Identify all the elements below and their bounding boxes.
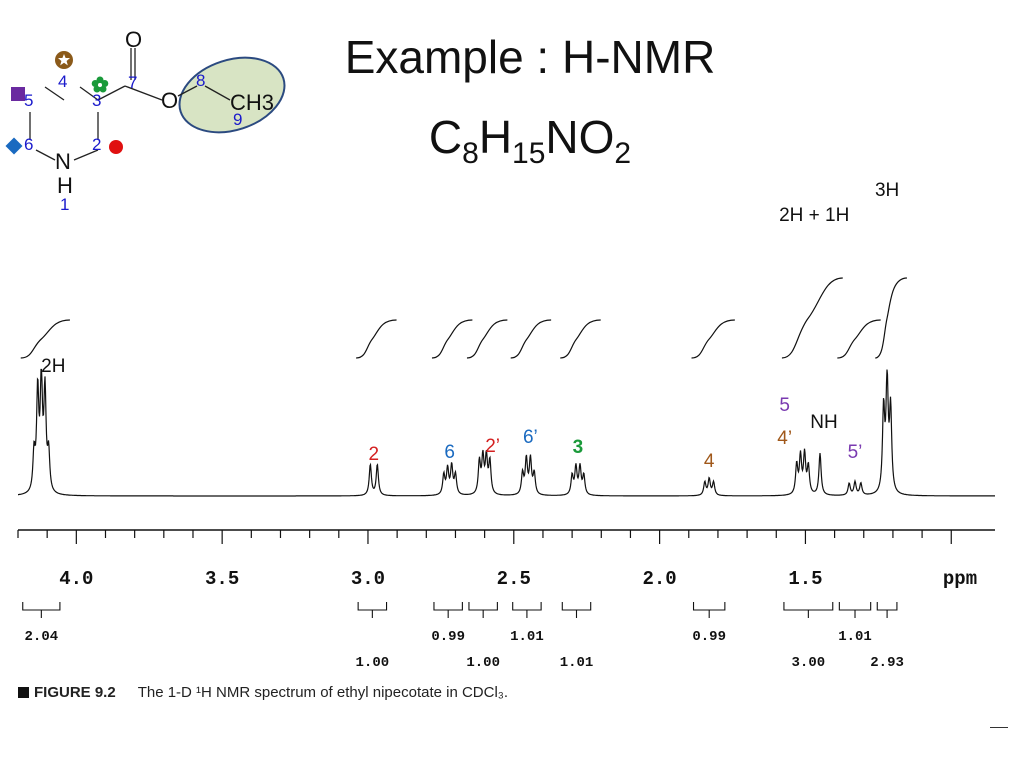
- integral-step: [466, 319, 508, 359]
- square-icon: [11, 87, 25, 101]
- tick-label: 4.0: [59, 568, 93, 590]
- formula-part: H: [478, 111, 513, 163]
- dot-icon: [109, 140, 123, 154]
- peak-label: 2: [369, 444, 380, 465]
- integral-step: [837, 319, 881, 359]
- integral-step: [781, 277, 843, 359]
- integral-step: [510, 319, 552, 359]
- caption-square-icon: [18, 687, 29, 698]
- number-6: 6: [24, 135, 33, 154]
- peak-label: 5’: [848, 442, 863, 463]
- integration-bracket: [468, 602, 498, 611]
- tick-label: 1.5: [788, 568, 822, 590]
- integration-bracket: [783, 602, 834, 611]
- integral-step: [431, 319, 473, 359]
- tick-label: 2.5: [497, 568, 531, 590]
- peak-label: 4’: [777, 428, 792, 449]
- methyl-highlight-ellipse: [178, 56, 286, 134]
- tick-label: 3.5: [205, 568, 239, 590]
- integration-bracket: [876, 602, 898, 611]
- star-icon: [55, 51, 73, 69]
- number-3: 3: [92, 91, 101, 110]
- peak-labels: 2H 2 6 2’ 6’ 3 4 5 4’ NH 5’ 2H + 1H 3H: [41, 180, 899, 472]
- slide-title: Example : H-NMR: [344, 31, 716, 83]
- integration-value: 2.93: [870, 655, 904, 671]
- peak-label: 6’: [523, 427, 538, 448]
- formula-part: C: [428, 111, 463, 163]
- integration-bracket: [433, 602, 463, 611]
- x-axis-label: ppm: [943, 568, 977, 590]
- caption-figure-number: FIGURE 9.2: [34, 684, 116, 701]
- x-axis: 4.0 3.5 3.0 2.5 2.0 1.5 ppm: [17, 529, 995, 590]
- atom-n: N: [55, 149, 71, 174]
- integration-values: 2.041.000.991.001.011.010.993.001.012.93: [22, 602, 904, 671]
- integration-value: 1.01: [510, 629, 544, 645]
- peak-label: 3: [573, 437, 584, 458]
- integration-bracket: [512, 602, 542, 611]
- number-7: 7: [128, 73, 137, 92]
- integration-value: 1.01: [838, 629, 872, 645]
- position-markers: [5, 51, 123, 155]
- figure-caption: FIGURE 9.2 The 1-D ¹H NMR spectrum of eth…: [18, 684, 508, 701]
- flower-icon: [91, 76, 109, 93]
- integral-step: [560, 319, 601, 359]
- number-5: 5: [24, 91, 33, 110]
- integral-step: [20, 319, 70, 359]
- molecule-atoms: O O N H CH3: [55, 27, 274, 198]
- atom-o-ester: O: [161, 88, 178, 113]
- number-1: 1: [60, 195, 69, 214]
- integration-bracket: [561, 602, 592, 611]
- peak-label: NH: [810, 412, 837, 433]
- integration-value: 1.00: [356, 655, 390, 671]
- integration-bracket: [22, 602, 61, 611]
- tick-label: 2.0: [643, 568, 677, 590]
- atom-numbers: 1 2 3 4 5 6 7 8 9: [24, 71, 242, 214]
- number-9: 9: [233, 110, 242, 129]
- integration-bracket: [357, 602, 388, 611]
- molecule-bonds: [29, 48, 231, 161]
- number-2: 2: [92, 135, 101, 154]
- atom-o-carbonyl: O: [125, 27, 142, 52]
- peak-label: 6: [444, 442, 455, 463]
- number-8: 8: [196, 71, 205, 90]
- caption-text: The 1-D ¹H NMR spectrum of ethyl nipecot…: [137, 684, 509, 701]
- integration-value: 2.04: [25, 629, 59, 645]
- integration-value: 0.99: [692, 629, 726, 645]
- formula-part: 2: [614, 137, 632, 170]
- peak-label: 3H: [875, 180, 899, 201]
- peak-label: 2H: [41, 356, 65, 377]
- integral-step: [356, 319, 397, 359]
- atom-nh-h: H: [57, 173, 73, 198]
- number-4: 4: [58, 72, 67, 91]
- spectrum-line: [18, 368, 995, 497]
- formula-part: 8: [462, 137, 479, 170]
- peak-label: 4: [704, 451, 715, 472]
- integral-curves: [20, 277, 908, 359]
- peak-label: 2H + 1H: [779, 205, 849, 226]
- integration-bracket: [838, 602, 872, 611]
- formula-part: 15: [512, 137, 546, 170]
- peak-label: 2’: [485, 436, 500, 457]
- spectrum-peaks: [41, 386, 887, 496]
- molecular-formula: C8H15NO2: [270, 110, 790, 171]
- tick-label: 3.0: [351, 568, 385, 590]
- integral-step: [875, 277, 908, 359]
- integration-bracket: [692, 602, 726, 611]
- integration-value: 1.01: [560, 655, 594, 671]
- peak-label: 5: [779, 395, 790, 416]
- integration-value: 1.00: [466, 655, 500, 671]
- molecule-structure: O O N H CH3 1 2 3 4 5 6 7 8 9: [5, 27, 286, 214]
- formula-part: NO: [545, 111, 615, 163]
- atom-methyl: CH3: [230, 90, 274, 115]
- integration-value: 0.99: [431, 629, 465, 645]
- integral-step: [691, 319, 735, 359]
- integration-value: 3.00: [792, 655, 826, 671]
- slide-corner-mark: [990, 727, 1008, 728]
